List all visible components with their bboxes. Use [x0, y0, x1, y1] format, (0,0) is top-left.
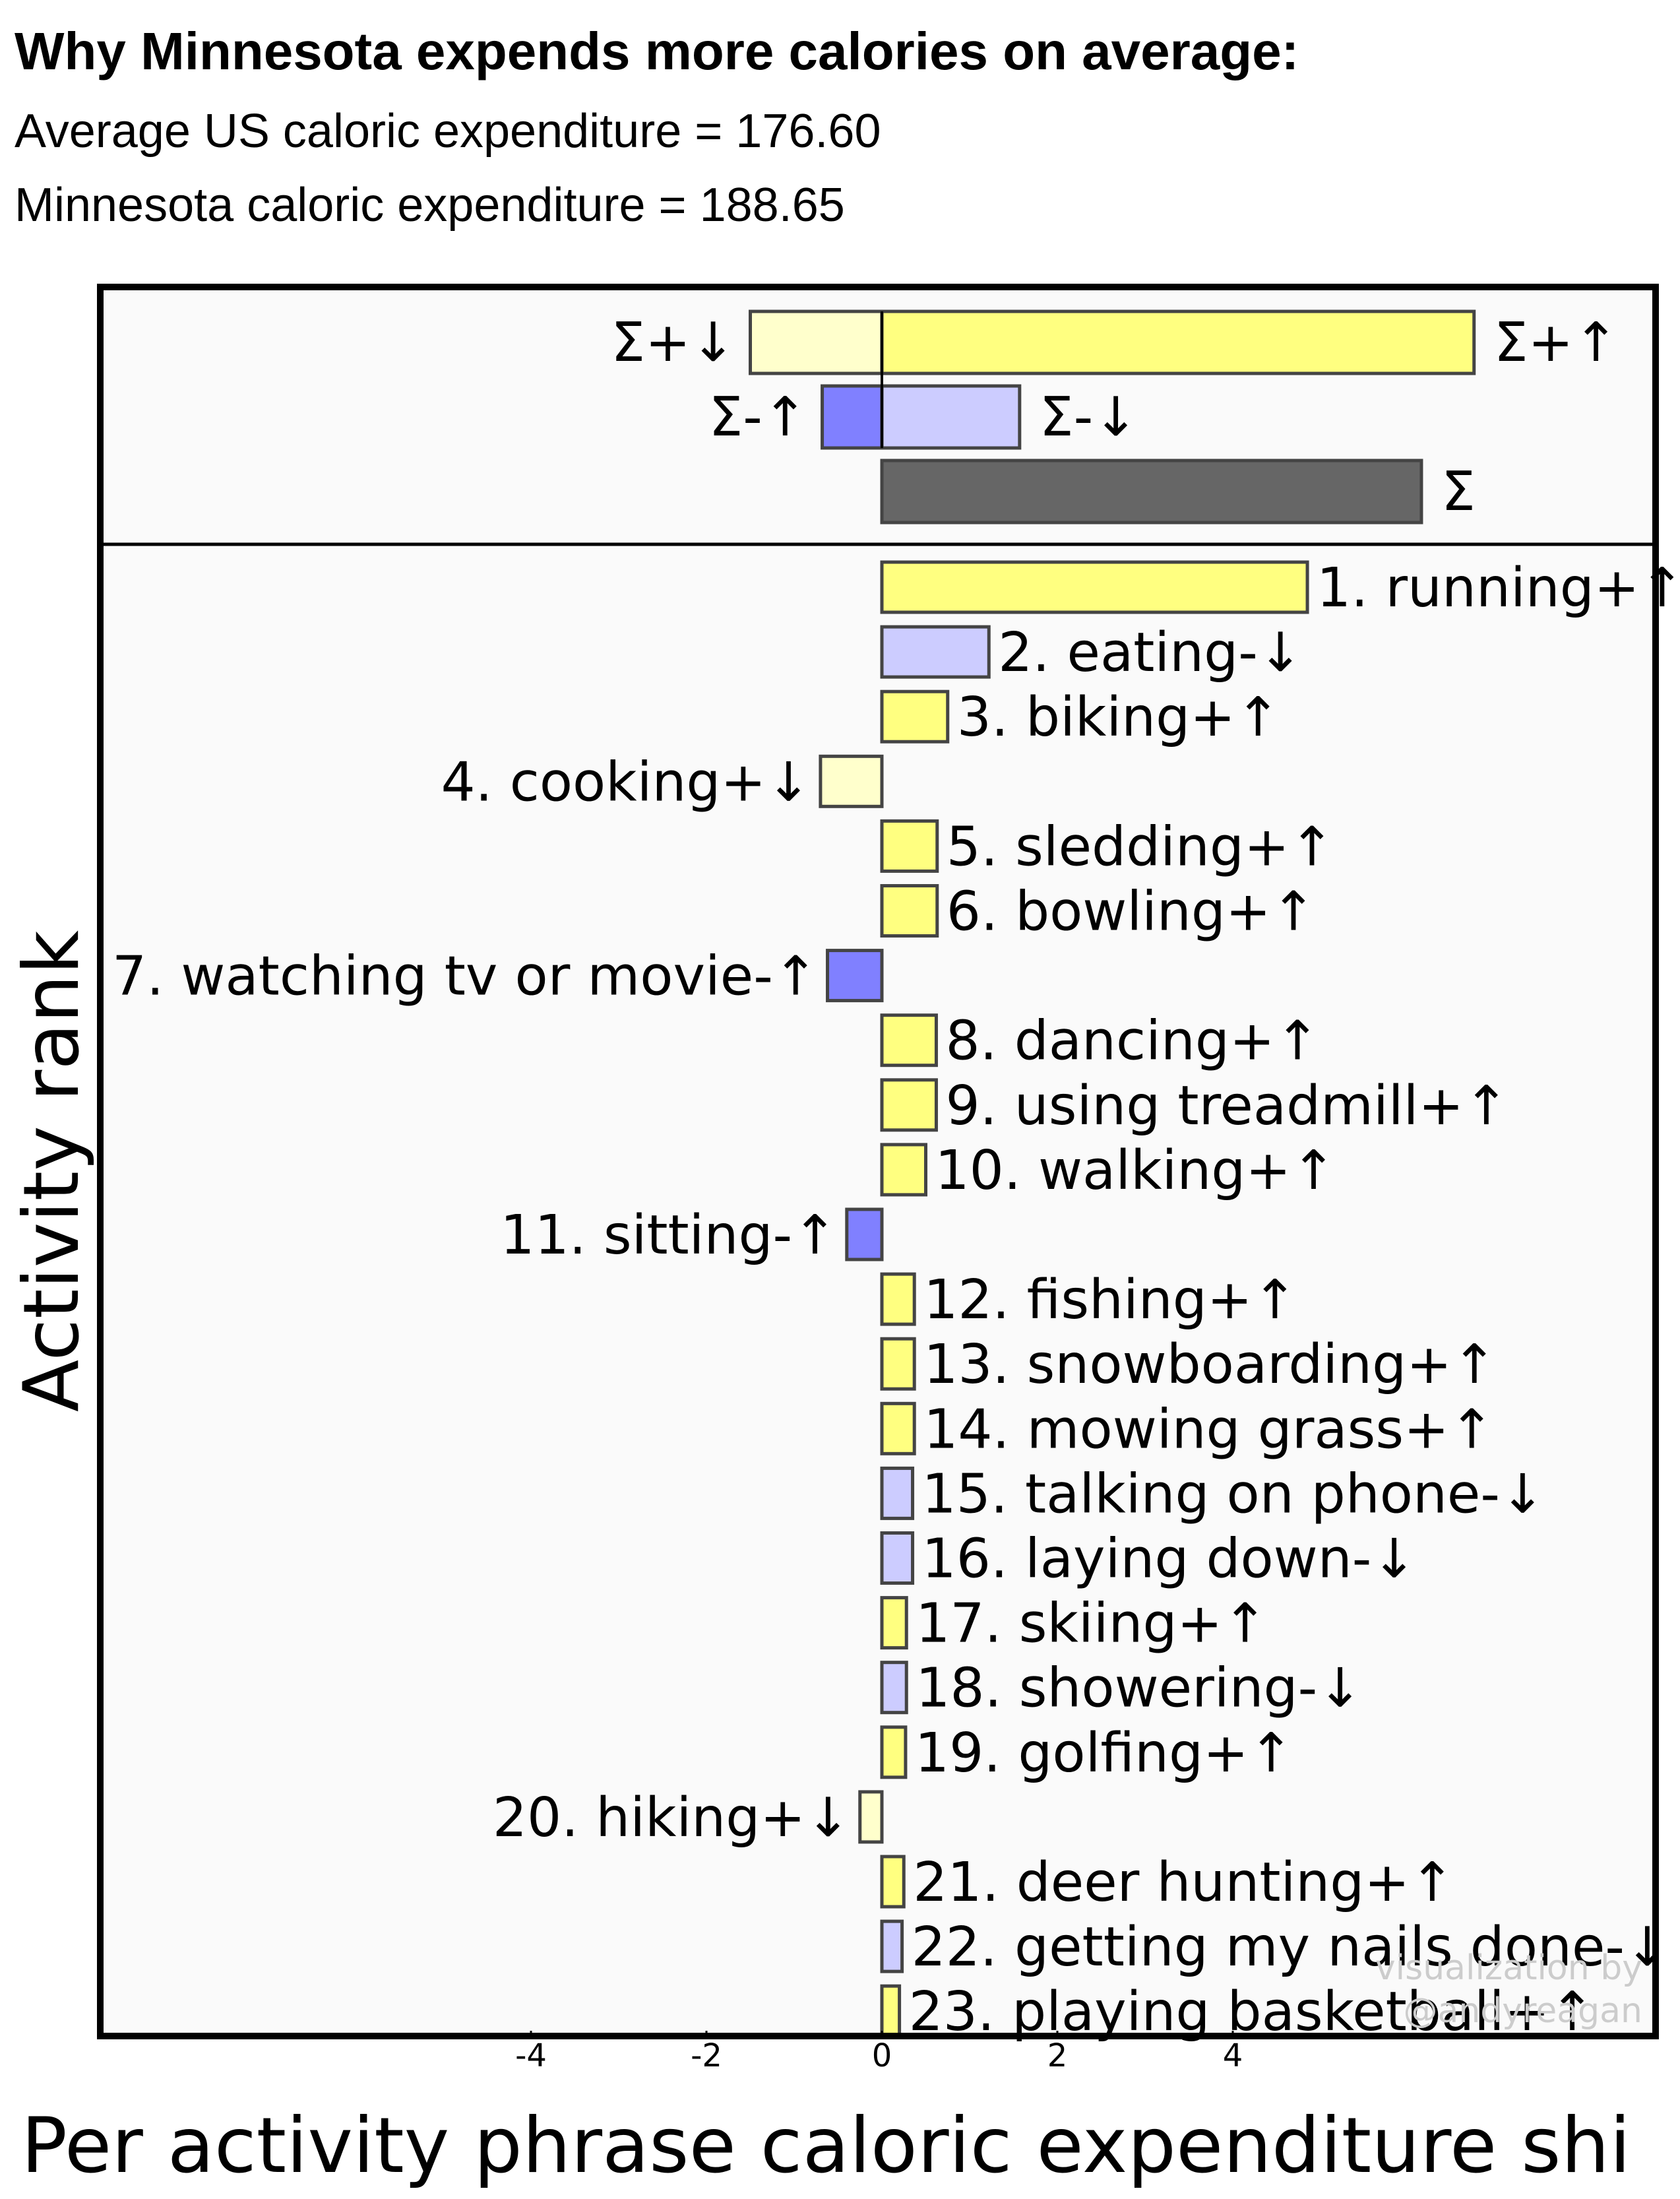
x-tick-label: 2 — [1047, 2037, 1068, 2074]
summary-panel: Σ+↓ Σ+↑ Σ-↑ Σ-↓ Σ — [611, 309, 1619, 525]
sum-positive-up-bar — [880, 309, 1476, 375]
bar-mowing-grass — [880, 1401, 916, 1455]
label-sledding: 5. sledding+↑ — [947, 815, 1335, 878]
label-skiing: 17. skiing+↑ — [916, 1593, 1268, 1655]
bar-eating — [880, 625, 991, 679]
sum-negative-up-label: Σ-↑ — [708, 386, 807, 449]
sum-positive-up-label: Σ+↑ — [1494, 311, 1619, 374]
sum-positive-down-label: Σ+↓ — [611, 311, 735, 374]
sum-negative-down-label: Σ-↓ — [1040, 386, 1138, 449]
bar-cooking — [819, 754, 884, 808]
label-fishing: 12. fishing+↑ — [923, 1269, 1297, 1331]
x-axis-label: Per activity phrase caloric expenditure … — [21, 2101, 1631, 2190]
x-axis-ticks: -4 -2 0 2 4 — [515, 2031, 1243, 2074]
bar-deer-hunting — [880, 1855, 906, 1909]
x-tick-label: -4 — [515, 2037, 547, 2074]
bar-hiking — [858, 1790, 884, 1844]
plot-frame — [97, 284, 1659, 2039]
watermark-line-1: visualization by — [1375, 1948, 1642, 1988]
label-cooking: 4. cooking+↓ — [441, 751, 811, 813]
bar-golfing — [880, 1725, 908, 1779]
bar-playing-basketball — [880, 1984, 902, 2038]
bar-using-treadmill — [880, 1078, 938, 1132]
label-walking: 10. walking+↑ — [935, 1139, 1336, 1202]
label-snowboarding: 13. snowboarding+↑ — [923, 1333, 1497, 1396]
bar-bowling — [880, 884, 939, 938]
watermark-line-2: @andyreagan — [1403, 1991, 1642, 2031]
bar-talking-on-phone — [880, 1466, 915, 1520]
label-mowing-grass: 14. mowing grass+↑ — [923, 1398, 1494, 1461]
sum-negative-down-bar — [880, 384, 1022, 450]
label-using-treadmill: 9. using treadmill+↑ — [945, 1075, 1509, 1137]
activity-panel: 1. running+↑2. eating-↓3. biking+↑ 4. coo… — [112, 557, 1680, 2043]
label-biking: 3. biking+↑ — [957, 686, 1281, 749]
bar-laying-down — [880, 1531, 915, 1585]
label-dancing: 8. dancing+↑ — [945, 1010, 1320, 1073]
label-deer-hunting: 21. deer hunting+↑ — [913, 1851, 1454, 1914]
label-bowling: 6. bowling+↑ — [947, 881, 1317, 943]
bar-sledding — [880, 819, 939, 873]
minnesota-subtitle: Minnesota caloric expenditure = 188.65 — [15, 179, 845, 232]
label-hiking: 20. hiking+↓ — [493, 1787, 851, 1849]
sum-total-bar — [880, 459, 1423, 525]
bar-getting-my-nails-done — [880, 1919, 904, 1973]
sum-total-label: Σ — [1441, 461, 1476, 523]
x-tick-label: -2 — [691, 2037, 722, 2074]
plot-background — [100, 287, 1656, 2036]
bar-biking — [880, 689, 950, 744]
bar-showering — [880, 1661, 908, 1715]
sum-negative-up-bar — [821, 384, 884, 450]
bar-snowboarding — [880, 1337, 916, 1391]
bar-dancing — [880, 1013, 938, 1068]
label-eating: 2. eating-↓ — [998, 621, 1303, 684]
bar-walking — [880, 1143, 927, 1197]
label-golfing: 19. golfing+↑ — [915, 1722, 1294, 1785]
label-laying-down: 16. laying down-↓ — [922, 1528, 1417, 1591]
bar-fishing — [880, 1272, 916, 1326]
label-talking-on-phone: 15. talking on phone-↓ — [922, 1463, 1545, 1525]
bar-running — [880, 560, 1309, 614]
bar-skiing — [880, 1596, 908, 1650]
x-tick-label: 4 — [1223, 2037, 1243, 2074]
x-tick-label: 0 — [872, 2037, 892, 2074]
label-running: 1. running+↑ — [1317, 557, 1680, 620]
bar-watching-tv-or-movie — [826, 949, 884, 1003]
y-axis-label: Activity rank — [7, 930, 96, 1412]
us-average-subtitle: Average US caloric expenditure = 176.60 — [15, 105, 881, 158]
label-sitting: 11. sitting-↑ — [500, 1204, 837, 1267]
sum-positive-down-bar — [749, 309, 884, 375]
label-watching-tv-or-movie: 7. watching tv or movie-↑ — [112, 945, 818, 1008]
watermark: visualization by @andyreagan — [1375, 1948, 1642, 2031]
label-showering: 18. showering-↓ — [916, 1657, 1363, 1720]
bar-sitting — [845, 1207, 884, 1261]
label-getting-my-nails-done: 22. getting my nails done-↓ — [912, 1916, 1670, 1979]
chart-title: Why Minnesota expends more calories on a… — [15, 22, 1299, 80]
